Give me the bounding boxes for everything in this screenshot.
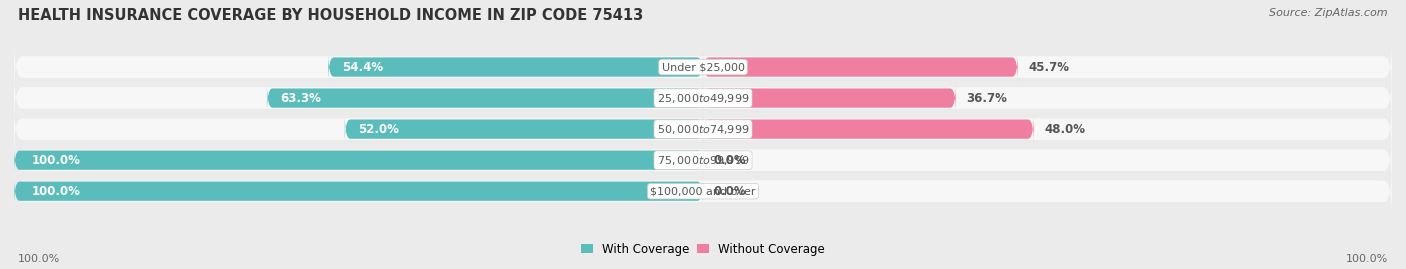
Text: 100.0%: 100.0% [18, 254, 60, 264]
FancyBboxPatch shape [14, 165, 1392, 218]
Text: 45.7%: 45.7% [1028, 61, 1069, 73]
Legend: With Coverage, Without Coverage: With Coverage, Without Coverage [581, 243, 825, 256]
Text: 48.0%: 48.0% [1045, 123, 1085, 136]
FancyBboxPatch shape [267, 83, 703, 113]
FancyBboxPatch shape [14, 176, 703, 206]
FancyBboxPatch shape [703, 114, 1033, 144]
Text: Under $25,000: Under $25,000 [661, 62, 745, 72]
FancyBboxPatch shape [703, 83, 956, 113]
Text: 100.0%: 100.0% [31, 185, 80, 198]
Text: $100,000 and over: $100,000 and over [650, 186, 756, 196]
Text: $75,000 to $99,999: $75,000 to $99,999 [657, 154, 749, 167]
Text: 54.4%: 54.4% [342, 61, 382, 73]
Text: 100.0%: 100.0% [1346, 254, 1388, 264]
FancyBboxPatch shape [344, 114, 703, 144]
Text: 0.0%: 0.0% [713, 154, 747, 167]
Text: 63.3%: 63.3% [281, 91, 322, 105]
Text: 0.0%: 0.0% [713, 185, 747, 198]
FancyBboxPatch shape [14, 145, 703, 175]
FancyBboxPatch shape [14, 134, 1392, 186]
Text: 100.0%: 100.0% [31, 154, 80, 167]
Text: 52.0%: 52.0% [359, 123, 399, 136]
FancyBboxPatch shape [14, 41, 1392, 93]
Text: $25,000 to $49,999: $25,000 to $49,999 [657, 91, 749, 105]
Text: Source: ZipAtlas.com: Source: ZipAtlas.com [1270, 8, 1388, 18]
FancyBboxPatch shape [703, 52, 1018, 82]
Text: $50,000 to $74,999: $50,000 to $74,999 [657, 123, 749, 136]
Text: 36.7%: 36.7% [966, 91, 1007, 105]
Text: HEALTH INSURANCE COVERAGE BY HOUSEHOLD INCOME IN ZIP CODE 75413: HEALTH INSURANCE COVERAGE BY HOUSEHOLD I… [18, 8, 644, 23]
FancyBboxPatch shape [14, 72, 1392, 125]
FancyBboxPatch shape [328, 52, 703, 82]
FancyBboxPatch shape [14, 103, 1392, 155]
